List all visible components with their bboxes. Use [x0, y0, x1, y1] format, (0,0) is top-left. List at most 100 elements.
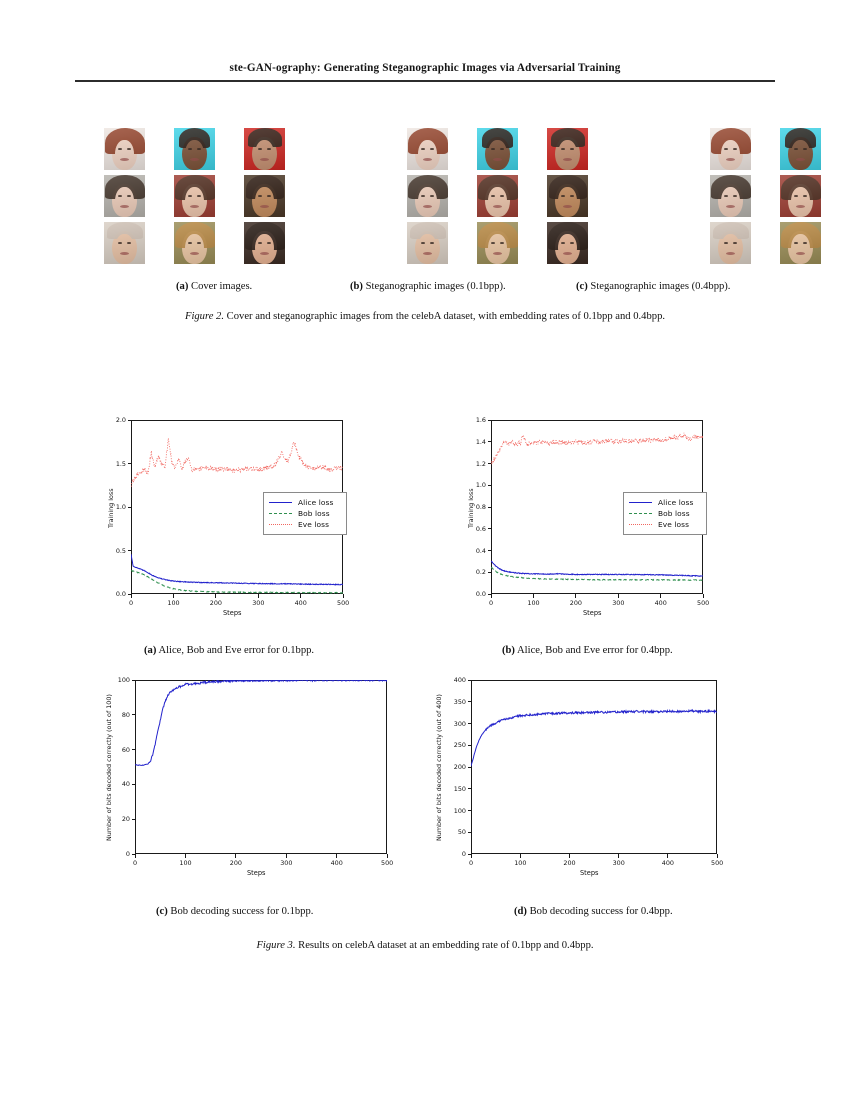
y-tick-mark [488, 484, 492, 486]
x-tick-mark [342, 594, 344, 598]
figure-2-image-grids [0, 128, 850, 264]
chart-d-bob-decoding-04bpp: 0 50 100 150 200 250 300 350 400 0 100 200 300 400 500… [425, 672, 725, 884]
plot-curves [471, 708, 717, 767]
face-thumbnail [104, 175, 145, 217]
figure-2: (a) Cover images. (b) Steganographic ima… [0, 128, 850, 297]
y-tick-label: 100 [453, 806, 466, 815]
face-thumbnail [244, 175, 285, 217]
chart-d-container: 0 50 100 150 200 250 300 350 400 0 100 200 300 400 500… [425, 672, 725, 884]
x-tick-label: 500 [711, 859, 724, 867]
y-tick-label: 1.0 [475, 481, 486, 490]
y-tick-label: 0.5 [115, 546, 126, 555]
y-tick-label: 150 [453, 784, 466, 793]
x-tick-label: 500 [697, 599, 710, 607]
legend-label: Bob loss [298, 509, 330, 518]
face-thumbnail [477, 175, 518, 217]
y-tick-mark [468, 679, 472, 681]
y-tick-label: 80 [121, 710, 130, 719]
x-tick-mark [215, 594, 217, 598]
figure-2-subcaptions: (a) Cover images. (b) Steganographic ima… [0, 281, 850, 297]
y-tick-label: 400 [453, 676, 466, 684]
x-tick-label: 300 [612, 599, 625, 607]
face-thumbnail [407, 222, 448, 264]
y-tick-mark [132, 783, 136, 785]
x-tick-mark [386, 854, 388, 858]
face-thumbnail [710, 128, 751, 170]
x-tick-mark [667, 854, 669, 858]
series-line [131, 570, 343, 594]
x-tick-label: 300 [252, 599, 265, 607]
y-tick-label: 200 [453, 763, 466, 771]
subcaption-b: (b) Steganographic images (0.1bpp). [350, 281, 506, 292]
x-tick-label: 200 [229, 859, 242, 867]
legend-label: Alice loss [658, 498, 694, 507]
y-tick-mark [468, 853, 472, 855]
face-thumbnail [547, 175, 588, 217]
y-tick-mark [468, 788, 472, 790]
running-header: ste-GAN-ography: Generating Steganograph… [0, 62, 850, 74]
face-thumbnail [174, 222, 215, 264]
y-tick-label: 0.6 [475, 524, 486, 533]
x-tick-label: 400 [654, 599, 667, 607]
image-grid-cover [104, 128, 285, 264]
y-tick-mark [132, 749, 136, 751]
x-tick-mark [257, 594, 259, 598]
chart-c-bob-decoding-01bpp: 0 20 40 60 80 100 0 100 200 300 400 500 Steps Number … [95, 672, 395, 884]
x-tick-mark [618, 854, 620, 858]
legend-label: Bob loss [658, 509, 690, 518]
chart-b-container: 0.0 0.2 0.4 0.6 0.8 1.0 1.2 1.4 1.6 0 100 200 300 400… [455, 412, 711, 624]
x-tick-mark [617, 594, 619, 598]
x-tick-mark [519, 854, 521, 858]
y-tick-mark [468, 723, 472, 724]
x-tick-mark [470, 854, 472, 858]
figure-3-subcaption-c: (c) Bob decoding success for 0.1bpp. [156, 906, 314, 917]
series-line [491, 560, 703, 577]
legend-swatch [269, 499, 292, 506]
x-tick-label: 100 [527, 599, 540, 607]
face-thumbnail [477, 222, 518, 264]
face-thumbnail [710, 222, 751, 264]
paper-title: ste-GAN-ography: Generating Steganograph… [229, 62, 621, 74]
y-tick-label: 0 [461, 850, 466, 858]
legend-swatch [269, 521, 292, 528]
y-tick-mark [128, 463, 132, 464]
y-tick-label: 60 [121, 745, 130, 754]
y-tick-mark [132, 714, 136, 716]
y-tick-label: 250 [453, 741, 466, 750]
y-tick-mark [132, 818, 136, 820]
x-tick-label: 0 [468, 859, 474, 867]
y-tick-mark [128, 550, 132, 551]
y-tick-mark [488, 571, 492, 573]
x-tick-label: 100 [179, 859, 192, 867]
y-tick-mark [132, 679, 136, 681]
y-tick-mark [132, 853, 136, 855]
y-tick-mark [128, 506, 132, 508]
chart-c-container: 0 20 40 60 80 100 0 100 200 300 400 500 Steps Number … [95, 672, 395, 884]
x-tick-label: 300 [612, 859, 625, 867]
y-tick-mark [488, 441, 492, 443]
x-tick-mark [184, 854, 186, 858]
plot-frame [471, 680, 717, 854]
legend-label: Alice loss [298, 498, 334, 507]
x-tick-label: 500 [337, 599, 350, 607]
chart-a-training-loss-01bpp: 0.0 0.5 1.0 1.5 2.0 0 100 200 300 400 500 Steps Trai… [95, 412, 351, 624]
y-tick-mark [488, 463, 492, 464]
series-line [491, 432, 703, 465]
legend-swatch [629, 510, 652, 517]
x-tick-label: 500 [381, 859, 394, 867]
x-tick-mark [532, 594, 534, 598]
series-line [471, 708, 717, 767]
plot-curves [491, 432, 703, 582]
legend-entry: Alice loss [269, 497, 340, 508]
y-tick-label: 0.2 [475, 568, 486, 577]
y-tick-label: 1.0 [115, 503, 126, 511]
series-line [131, 554, 343, 586]
x-tick-mark [702, 594, 704, 598]
legend-label: Eve loss [298, 520, 330, 529]
y-tick-label: 20 [121, 815, 130, 824]
face-thumbnail [710, 175, 751, 217]
x-tick-label: 400 [661, 859, 674, 867]
subcaption-a: (a) Cover images. [176, 281, 253, 292]
face-thumbnail [244, 222, 285, 264]
